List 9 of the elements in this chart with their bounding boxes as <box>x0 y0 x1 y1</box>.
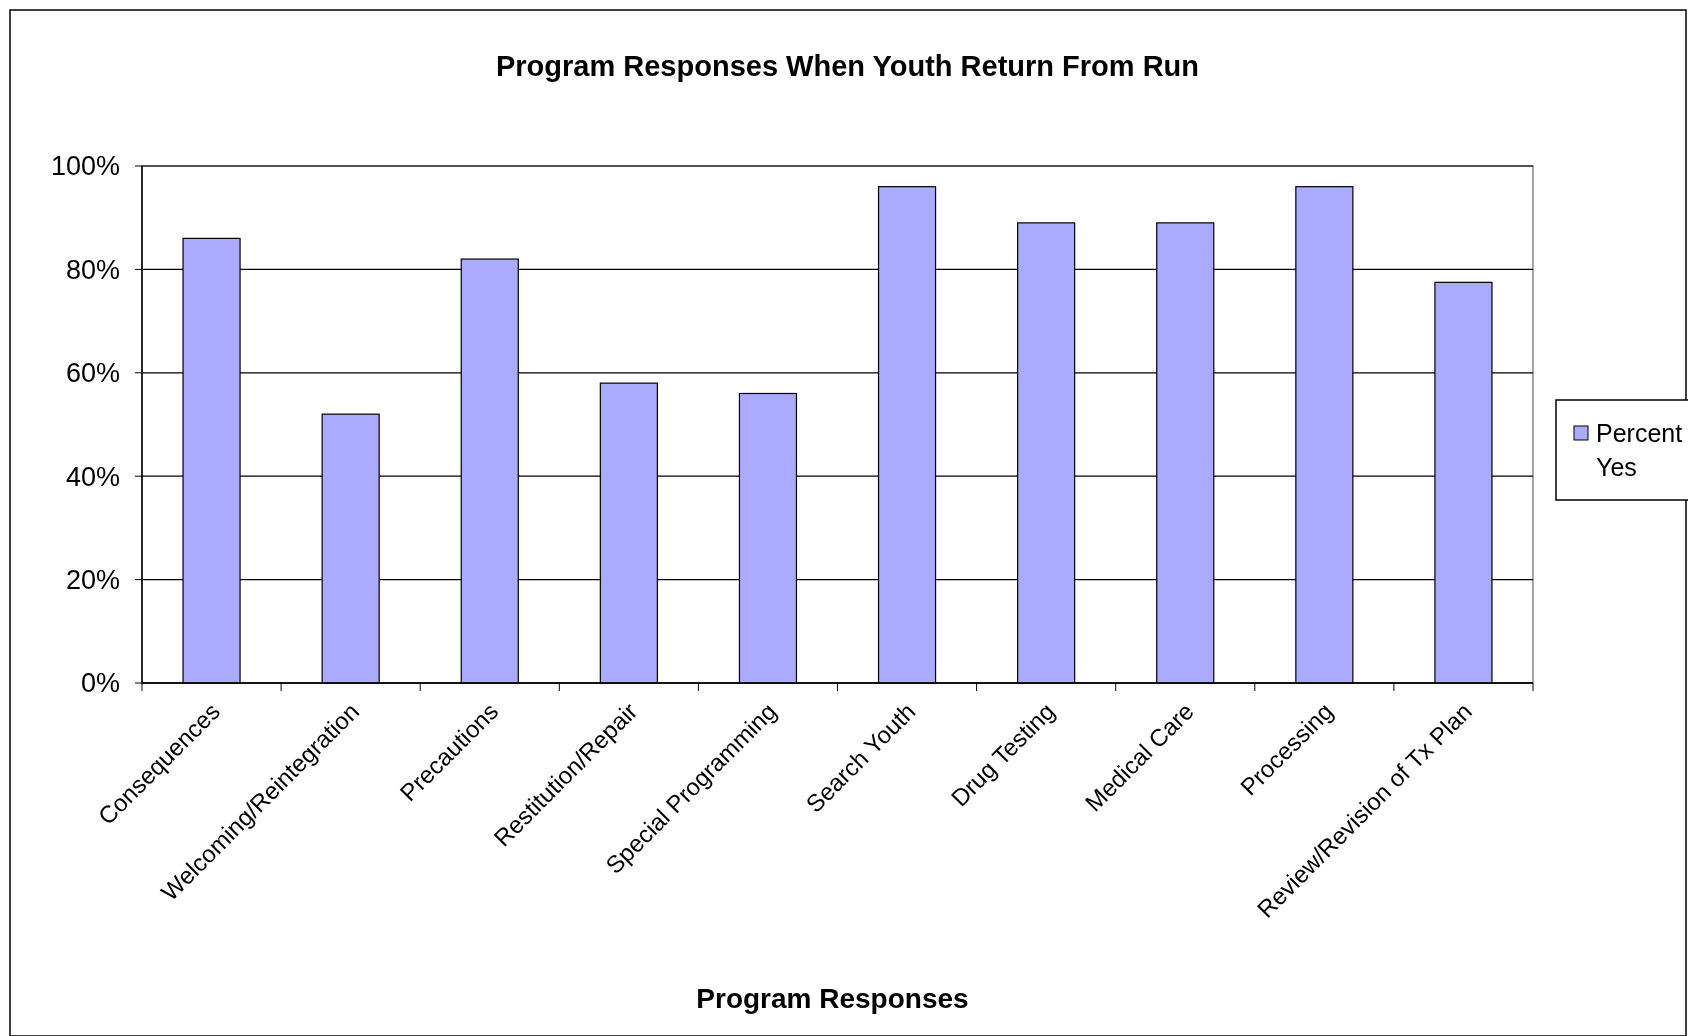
y-tick-label: 20% <box>65 565 120 596</box>
y-tick-label: 100% <box>50 151 120 182</box>
y-tick-label: 80% <box>65 254 120 285</box>
legend-label: Percent Yes <box>1596 419 1683 481</box>
y-tick-label: 60% <box>65 358 120 389</box>
y-tick-label: 0% <box>80 668 120 699</box>
chart-title: Program Responses When Youth Return From Run <box>495 50 1200 82</box>
y-tick-label: 40% <box>65 461 120 492</box>
x-axis-title: Program Responses <box>696 983 969 1014</box>
